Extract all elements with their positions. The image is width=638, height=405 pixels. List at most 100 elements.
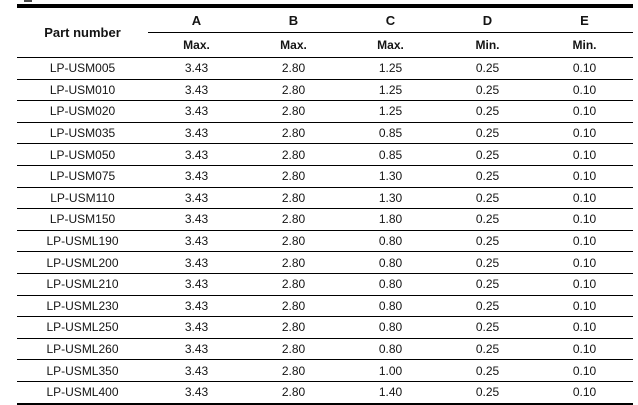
cell-part-number: LP-USM150 bbox=[17, 208, 148, 231]
cell-a-max: 3.43 bbox=[148, 230, 245, 253]
cell-e-min: 0.10 bbox=[536, 295, 633, 318]
table-row: LP-USML210 3.43 2.80 0.80 0.25 0.10 bbox=[17, 273, 633, 296]
table-row: LP-USML350 3.43 2.80 1.00 0.25 0.10 bbox=[17, 359, 633, 382]
cell-a-max: 3.43 bbox=[148, 273, 245, 296]
col-header-b: B bbox=[245, 6, 342, 33]
cell-c-max: 0.80 bbox=[342, 251, 439, 274]
table-row: LP-USML190 3.43 2.80 0.80 0.25 0.10 bbox=[17, 230, 633, 253]
limit-header-e: Min. bbox=[536, 32, 633, 58]
table-row: LP-USML200 3.43 2.80 0.80 0.25 0.10 bbox=[17, 251, 633, 274]
cell-part-number: LP-USML190 bbox=[17, 230, 148, 253]
table-row: LP-USML260 3.43 2.80 0.80 0.25 0.10 bbox=[17, 338, 633, 361]
cell-part-number: LP-USM035 bbox=[17, 122, 148, 145]
table-row: LP-USM110 3.43 2.80 1.30 0.25 0.10 bbox=[17, 187, 633, 210]
cell-part-number: LP-USML250 bbox=[17, 316, 148, 339]
cell-a-max: 3.43 bbox=[184, 385, 209, 400]
cell-part-number: LP-USM075 bbox=[17, 165, 148, 188]
cell-a-max: 3.43 bbox=[148, 79, 245, 102]
cell-e-min: 0.10 bbox=[536, 100, 633, 123]
cell-part-number: LP-USM050 bbox=[17, 143, 148, 166]
cell-e-min: 0.10 bbox=[536, 359, 633, 382]
cell-c-max: 1.40 bbox=[378, 385, 403, 400]
limit-header-a: Max. bbox=[148, 32, 245, 58]
cell-c-max: 0.80 bbox=[342, 316, 439, 339]
cell-a-max: 3.43 bbox=[148, 359, 245, 382]
cell-c-max: 1.30 bbox=[342, 165, 439, 188]
table-row: LP-USML250 3.43 2.80 0.80 0.25 0.10 bbox=[17, 316, 633, 339]
cell-part-number: LP-USML200 bbox=[17, 251, 148, 274]
limit-header-b: Max. bbox=[245, 32, 342, 58]
cell-e-min: 0.10 bbox=[536, 57, 633, 80]
cell-a-max: 3.43 bbox=[148, 316, 245, 339]
header-letter-row: Part number A B C D E bbox=[17, 6, 633, 58]
table-row: LP-USM005 3.43 2.80 1.25 0.25 0.10 bbox=[17, 57, 633, 80]
cell-e-min: 0.10 bbox=[536, 230, 633, 253]
cell-e-min: 0.10 bbox=[536, 251, 633, 274]
cell-c-max: 1.25 bbox=[342, 79, 439, 102]
cell-a-max: 3.43 bbox=[148, 338, 245, 361]
cell-d-min: 0.25 bbox=[439, 208, 536, 231]
cell-c-max: 1.80 bbox=[342, 208, 439, 231]
cell-c-max: 0.80 bbox=[342, 230, 439, 253]
cell-d-min: 0.25 bbox=[439, 165, 536, 188]
cell-b-max: 2.80 bbox=[245, 295, 342, 318]
cell-d-min: 0.25 bbox=[439, 295, 536, 318]
cell-a-max: 3.43 bbox=[148, 100, 245, 123]
cell-part-number: LP-USM110 bbox=[17, 187, 148, 210]
cell-d-min: 0.25 bbox=[439, 316, 536, 339]
table-row: LP-USML400 3.43 2.80 1.40 0.25 0.10 bbox=[17, 381, 633, 404]
cell-e-min: 0.10 bbox=[536, 143, 633, 166]
cell-d-min: 0.25 bbox=[439, 273, 536, 296]
cell-c-max: 0.85 bbox=[342, 143, 439, 166]
dimensions-table: Part number A B C D E Max. Max. Max. Min… bbox=[17, 4, 633, 405]
col-header-c: C bbox=[342, 6, 439, 33]
table-row: LP-USM020 3.43 2.80 1.25 0.25 0.10 bbox=[17, 100, 633, 123]
cell-a-max: 3.43 bbox=[148, 208, 245, 231]
cell-part-number: LP-USM005 bbox=[17, 57, 148, 80]
cell-a-max: 3.43 bbox=[148, 122, 245, 145]
cell-c-max: 0.80 bbox=[342, 338, 439, 361]
table-header: Part number A B C D E Max. Max. Max. Min… bbox=[17, 6, 633, 58]
cell-b-max: 2.80 bbox=[245, 316, 342, 339]
table-row: LP-USML230 3.43 2.80 0.80 0.25 0.10 bbox=[17, 295, 633, 318]
table-row: LP-USM075 3.43 2.80 1.30 0.25 0.10 bbox=[17, 165, 633, 188]
cell-b-max: 2.80 bbox=[245, 57, 342, 80]
cell-d-min: 0.25 bbox=[439, 57, 536, 80]
cell-e-min: 0.10 bbox=[536, 165, 633, 188]
cell-a-max: 3.43 bbox=[148, 295, 245, 318]
cell-d-min: 0.25 bbox=[439, 230, 536, 253]
cell-c-max: 0.85 bbox=[342, 122, 439, 145]
cell-b-max: 2.80 bbox=[281, 385, 306, 400]
cell-b-max: 2.80 bbox=[245, 165, 342, 188]
table-row: LP-USM150 3.43 2.80 1.80 0.25 0.10 bbox=[17, 208, 633, 231]
cell-b-max: 2.80 bbox=[245, 187, 342, 210]
cell-d-min: 0.25 bbox=[439, 100, 536, 123]
cell-e-min: 0.10 bbox=[536, 208, 633, 231]
cell-a-max: 3.43 bbox=[148, 165, 245, 188]
cell-b-max: 2.80 bbox=[245, 208, 342, 231]
cell-b-max: 2.80 bbox=[245, 359, 342, 382]
cell-a-max: 3.43 bbox=[148, 187, 245, 210]
cell-d-min: 0.25 bbox=[439, 187, 536, 210]
limit-header-d: Min. bbox=[439, 32, 536, 58]
cell-b-max: 2.80 bbox=[245, 273, 342, 296]
cell-c-max: 1.30 bbox=[342, 187, 439, 210]
cell-part-number: LP-USML260 bbox=[17, 338, 148, 361]
cell-part-number: LP-USML400 bbox=[46, 385, 119, 400]
cell-d-min: 0.25 bbox=[439, 338, 536, 361]
cell-b-max: 2.80 bbox=[245, 100, 342, 123]
cell-e-min: 0.10 bbox=[536, 338, 633, 361]
cell-a-max: 3.43 bbox=[148, 57, 245, 80]
cell-a-max: 3.43 bbox=[148, 251, 245, 274]
cell-d-min: 0.25 bbox=[475, 385, 500, 400]
col-header-d: D bbox=[439, 6, 536, 33]
cell-b-max: 2.80 bbox=[245, 122, 342, 145]
cell-b-max: 2.80 bbox=[245, 338, 342, 361]
cell-b-max: 2.80 bbox=[245, 251, 342, 274]
cell-a-max: 3.43 bbox=[148, 143, 245, 166]
cell-e-min: 0.10 bbox=[536, 273, 633, 296]
cell-d-min: 0.25 bbox=[439, 79, 536, 102]
cell-d-min: 0.25 bbox=[439, 143, 536, 166]
cell-c-max: 0.80 bbox=[342, 273, 439, 296]
cell-e-min: 0.10 bbox=[536, 122, 633, 145]
